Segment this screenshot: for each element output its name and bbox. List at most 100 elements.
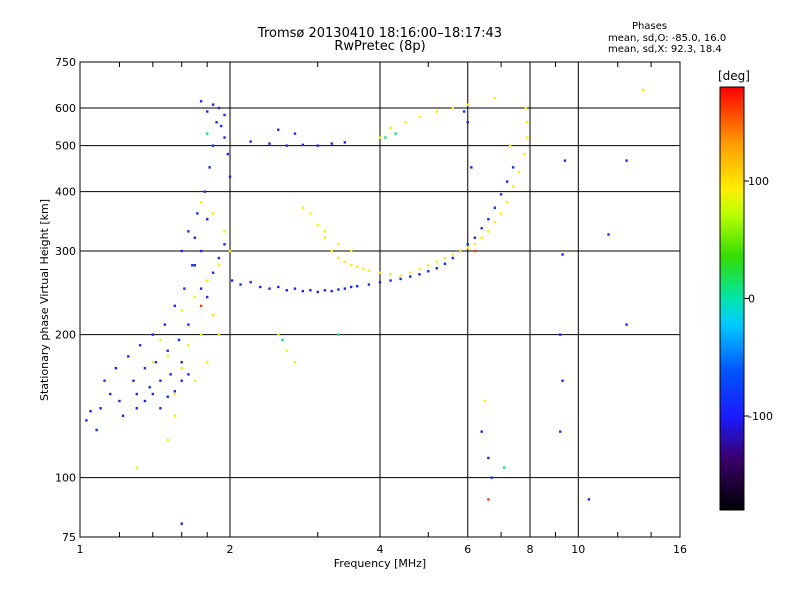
data-point	[193, 264, 197, 267]
data-point	[159, 338, 162, 342]
data-point	[199, 304, 203, 308]
data-point	[187, 344, 190, 347]
data-point	[95, 428, 98, 432]
colorbar-unit-label: [deg]	[718, 69, 750, 83]
data-point	[177, 338, 181, 342]
data-point	[508, 144, 512, 147]
data-point	[642, 88, 645, 92]
data-point	[277, 333, 280, 336]
y-axis-label: Stationary phase Virtual Height [km]	[38, 199, 51, 401]
data-point	[180, 379, 183, 382]
data-point	[480, 236, 483, 239]
data-point	[259, 285, 262, 289]
data-point	[389, 273, 392, 276]
data-point	[349, 264, 353, 267]
data-point	[399, 274, 402, 278]
data-point	[85, 419, 88, 422]
data-point	[223, 136, 226, 139]
data-point	[205, 295, 209, 299]
data-point	[211, 212, 215, 215]
data-point	[404, 121, 407, 124]
data-point	[563, 159, 567, 162]
data-point	[427, 264, 430, 267]
data-point	[180, 366, 183, 370]
data-point	[187, 230, 190, 233]
data-point	[199, 249, 203, 253]
data-point	[228, 175, 232, 178]
data-point	[151, 361, 155, 364]
data-point	[517, 170, 521, 174]
data-point	[367, 269, 371, 272]
data-point	[451, 253, 455, 256]
data-point	[203, 190, 206, 193]
y-tick-label: 75	[62, 531, 76, 544]
data-point	[499, 193, 503, 196]
data-point	[418, 267, 421, 271]
y-tick-label: 200	[55, 329, 76, 342]
y-tick-label: 750	[55, 56, 76, 69]
data-point	[143, 399, 147, 403]
colorbar-tick-label: 100	[748, 175, 769, 188]
data-point	[228, 249, 232, 253]
data-point	[301, 206, 305, 209]
data-point	[121, 414, 125, 417]
data-point	[337, 333, 340, 336]
colorbar-frame	[719, 86, 745, 511]
data-point	[389, 279, 392, 282]
data-point	[138, 344, 142, 347]
data-point	[493, 220, 497, 224]
data-point	[205, 110, 209, 113]
data-point	[493, 96, 497, 100]
data-point	[219, 124, 223, 128]
data-point	[480, 430, 483, 433]
data-point	[89, 410, 92, 413]
data-point	[180, 309, 183, 312]
data-point	[378, 136, 382, 139]
data-point	[625, 323, 628, 326]
data-point	[418, 273, 421, 276]
data-point	[409, 275, 412, 278]
y-tick-label: 400	[55, 186, 76, 199]
data-point	[293, 132, 297, 135]
y-tick-label: 300	[55, 245, 76, 258]
data-point	[114, 366, 118, 370]
data-point	[337, 243, 340, 246]
data-point	[132, 379, 135, 382]
data-point	[103, 379, 106, 382]
data-point	[524, 106, 528, 110]
x-axis-label: Frequency [MHz]	[334, 557, 426, 570]
data-point	[502, 466, 506, 469]
data-point	[173, 304, 177, 308]
data-point	[625, 159, 628, 162]
data-point	[511, 166, 515, 169]
data-point	[293, 287, 297, 290]
phases-heading: Phases	[632, 21, 668, 32]
data-point	[451, 106, 455, 110]
data-point	[193, 295, 197, 299]
data-point	[277, 285, 280, 289]
data-point	[343, 287, 347, 290]
data-point	[349, 285, 353, 289]
data-point	[293, 361, 297, 364]
data-point	[205, 361, 209, 364]
data-point	[367, 283, 371, 286]
data-point	[199, 201, 203, 204]
data-point	[330, 249, 333, 253]
data-point	[148, 386, 151, 389]
data-point	[466, 121, 469, 124]
data-point	[249, 140, 252, 143]
data-point	[143, 366, 147, 370]
data-point	[205, 218, 209, 221]
y-axis-ticks: 75 100 200 300 400 500 600 750	[55, 56, 76, 544]
data-point	[435, 267, 438, 270]
data-point	[268, 287, 271, 290]
data-point	[166, 349, 169, 352]
plot-frame	[79, 61, 681, 538]
data-point	[355, 284, 359, 288]
data-point	[511, 185, 515, 188]
data-point	[208, 166, 211, 169]
data-point	[199, 287, 203, 290]
data-point	[166, 395, 169, 398]
data-point	[473, 243, 477, 246]
